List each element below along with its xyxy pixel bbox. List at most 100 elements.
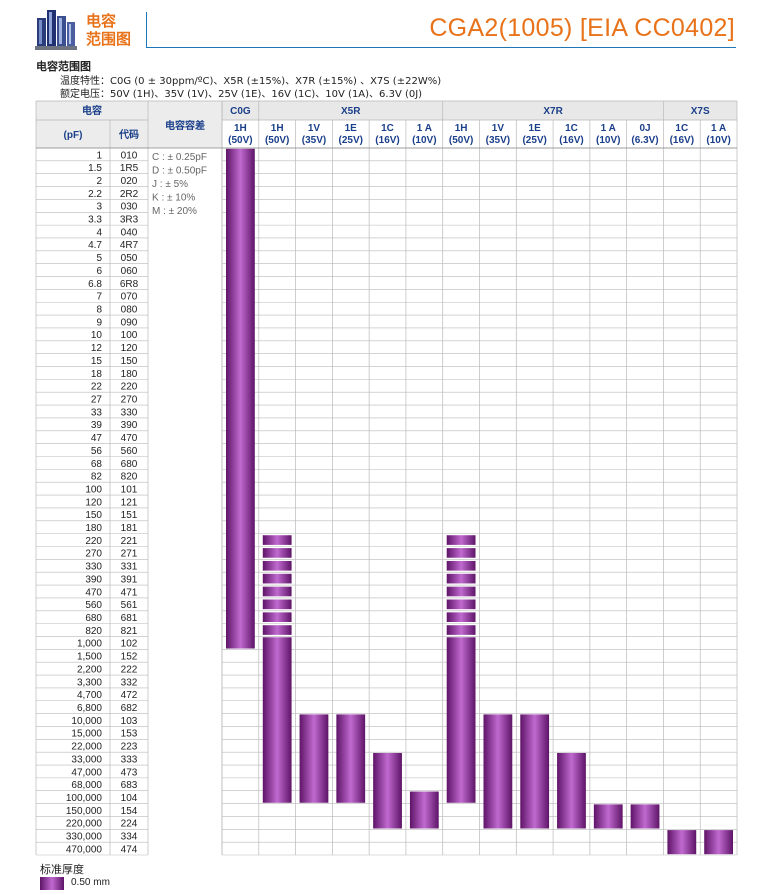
group-header-c0g: C0G <box>230 106 251 117</box>
cap-code: 3R3 <box>120 215 139 226</box>
range-pill <box>446 573 476 584</box>
cap-code: 390 <box>121 420 138 431</box>
cap-value: 1,000 <box>77 639 102 650</box>
range-pill <box>262 548 292 558</box>
voltage-value: 50V (1H)、35V (1V)、25V (1E)、16V (1C)、10V … <box>110 89 423 100</box>
cap-code: 334 <box>121 832 138 843</box>
cap-code: 010 <box>121 150 138 161</box>
cap-value: 4.7 <box>88 240 102 251</box>
cap-code: 222 <box>121 664 138 675</box>
group-header-x7s: X7S <box>691 106 710 117</box>
header-divider <box>146 12 147 48</box>
cap-value: 68 <box>91 459 103 470</box>
cap-code: 080 <box>121 305 138 316</box>
cap-code: 561 <box>121 600 138 611</box>
column-voltage: (16V) <box>670 135 694 146</box>
cap-value: 10 <box>91 330 103 341</box>
column-voltage: (16V) <box>559 135 583 146</box>
column-voltage: (10V) <box>412 135 436 146</box>
range-pill <box>446 548 476 558</box>
cap-value: 3.3 <box>88 215 102 226</box>
cap-value: 2,200 <box>77 664 102 675</box>
cap-code: 121 <box>121 497 138 508</box>
cap-code: 333 <box>121 754 138 765</box>
cap-value: 330,000 <box>66 832 103 843</box>
cap-value: 390 <box>85 574 102 585</box>
range-bar <box>226 148 255 649</box>
cap-value: 470,000 <box>66 844 103 855</box>
capacitance-header: 电容 <box>82 104 102 117</box>
cap-value: 220,000 <box>66 819 103 830</box>
column-code: 1 A <box>601 123 616 134</box>
cap-value: 4 <box>96 227 102 238</box>
cap-value: 56 <box>91 446 103 457</box>
header-bg-groups <box>222 101 737 120</box>
range-pill <box>262 612 292 623</box>
column-voltage: (10V) <box>706 135 730 146</box>
range-bar <box>409 791 439 829</box>
cap-value: 6.8 <box>88 279 102 290</box>
cap-code: 050 <box>121 253 138 264</box>
column-code: 1C <box>565 123 578 134</box>
cap-code: 060 <box>121 266 138 277</box>
cap-value: 5 <box>96 253 102 264</box>
cap-value: 7 <box>96 292 102 303</box>
range-bar <box>704 830 733 855</box>
cap-code: 681 <box>121 613 138 624</box>
group-header-x5r: X5R <box>341 106 361 117</box>
cap-value: 12 <box>91 343 103 354</box>
group-header-x7r: X7R <box>543 106 563 117</box>
cap-value: 2 <box>96 176 102 187</box>
cap-code: 221 <box>121 536 138 547</box>
column-code: 1H <box>234 123 247 134</box>
cap-code: 153 <box>121 729 138 740</box>
cap-code: 473 <box>121 767 138 778</box>
legend-title: 标准厚度 <box>40 863 84 876</box>
cap-value: 560 <box>85 600 102 611</box>
cap-code: 331 <box>121 562 138 573</box>
cap-code: 154 <box>121 806 138 817</box>
voltage-note: 额定电压：50V (1H)、35V (1V)、25V (1E)、16V (1C)… <box>60 85 422 100</box>
cap-code: 560 <box>121 446 138 457</box>
column-code: 1E <box>345 123 358 134</box>
cap-value: 4,700 <box>77 690 102 701</box>
cap-code: 820 <box>121 472 138 483</box>
page-header: 电容 范围图 CGA2(1005) [EIA CC0402] <box>0 0 775 56</box>
cap-code: 680 <box>121 459 138 470</box>
column-voltage: (50V) <box>449 135 473 146</box>
column-voltage: (35V) <box>302 135 326 146</box>
cap-code: 220 <box>121 382 138 393</box>
unit-header: (pF) <box>64 130 83 141</box>
page-title: CGA2(1005) [EIA CC0402] <box>429 14 735 42</box>
cap-code: 470 <box>121 433 138 444</box>
range-pill <box>446 599 476 610</box>
range-pill <box>262 560 292 571</box>
range-bar <box>336 714 366 803</box>
cap-value: 150 <box>85 510 102 521</box>
cap-code: 330 <box>121 407 138 418</box>
column-code: 1C <box>381 123 394 134</box>
cap-value: 9 <box>96 317 102 328</box>
range-bar <box>667 830 697 855</box>
cap-value: 100,000 <box>66 793 103 804</box>
cap-code: 150 <box>121 356 138 367</box>
capacitor-logo-icon <box>35 10 77 50</box>
category-line-1: 电容 <box>86 12 117 30</box>
legend-swatch <box>40 877 64 890</box>
range-pill <box>446 625 476 635</box>
cap-code: 040 <box>121 227 138 238</box>
cap-value: 15 <box>91 356 103 367</box>
cap-value: 100 <box>85 484 102 495</box>
cap-value: 39 <box>91 420 103 431</box>
cap-value: 22 <box>91 382 103 393</box>
cap-value: 22,000 <box>71 742 102 753</box>
cap-code: 271 <box>121 549 138 560</box>
cap-value: 47 <box>91 433 103 444</box>
cap-code: 4R7 <box>120 240 139 251</box>
cap-value: 6 <box>96 266 102 277</box>
cap-code: 6R8 <box>120 279 139 290</box>
section-title: 电容范围图 <box>36 60 91 73</box>
range-pill <box>262 586 292 597</box>
cap-code: 020 <box>121 176 138 187</box>
cap-code: 224 <box>121 819 138 830</box>
